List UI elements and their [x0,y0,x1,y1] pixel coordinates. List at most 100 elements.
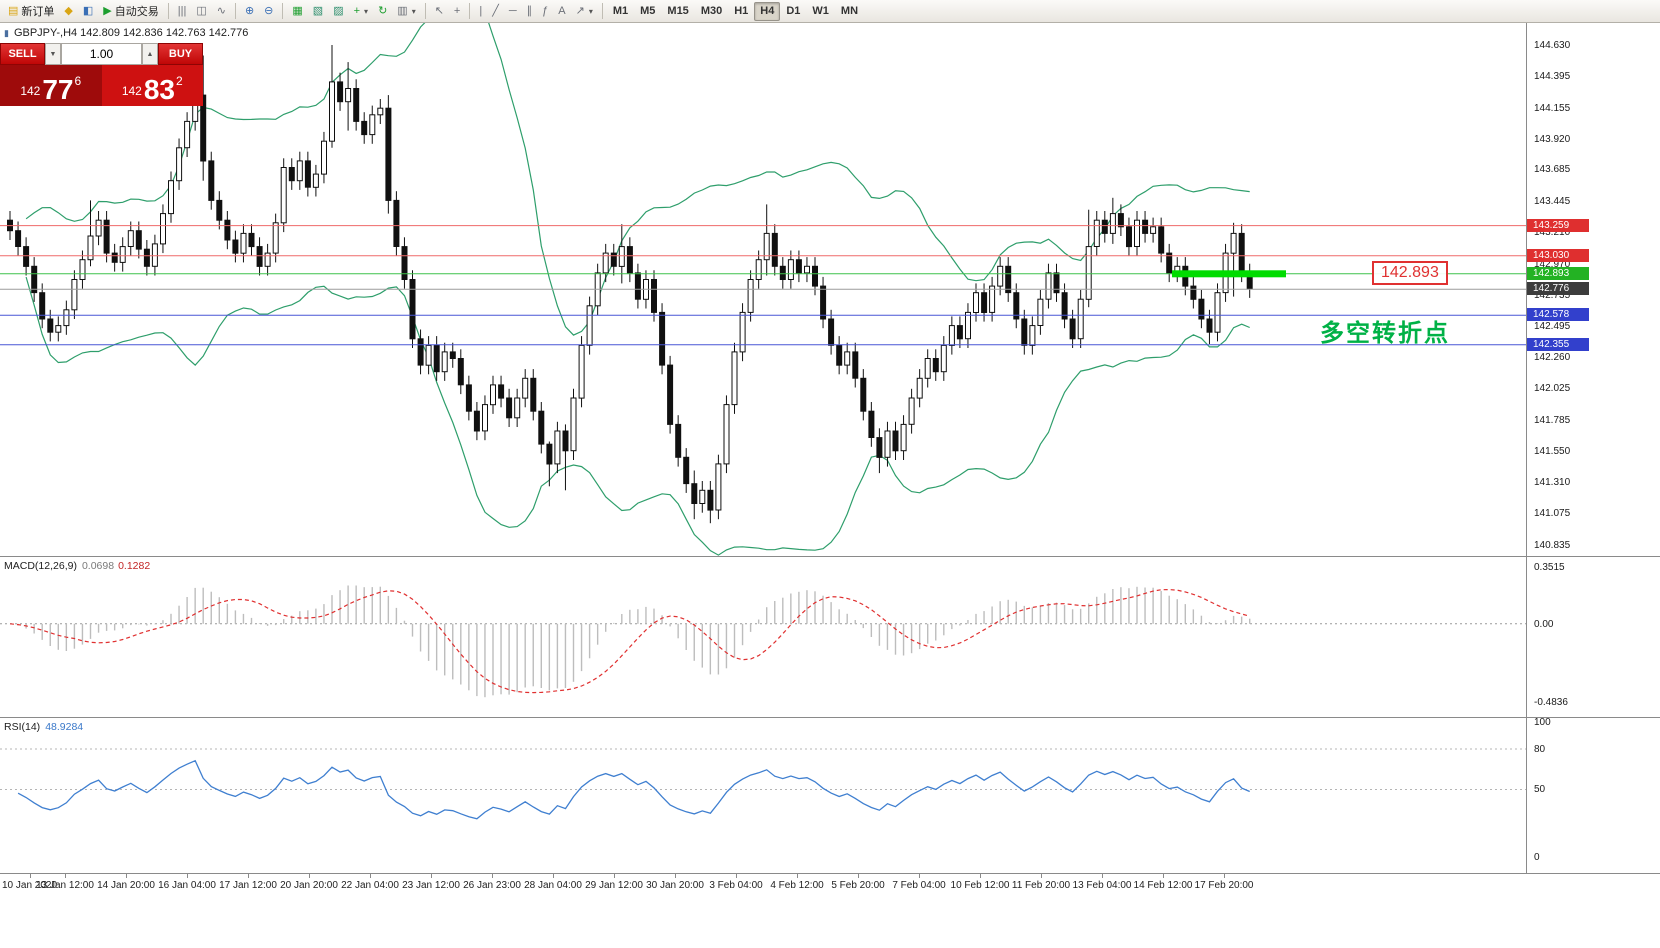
channel-tool-button[interactable]: ∥ [522,2,538,21]
crosshair-tool-button[interactable]: + [449,2,465,21]
zoom-out-button[interactable]: ⊖ [259,2,278,21]
vertical-line-tool-button[interactable]: | [474,2,487,21]
time-label: 17 Feb 20:00 [1194,880,1254,891]
time-label: 5 Feb 20:00 [831,880,885,891]
pane-separator[interactable] [0,717,1660,718]
timeframe-h4-button[interactable]: H4 [754,1,781,21]
macd-canvas[interactable] [0,557,1526,717]
price-tick-label: 142.260 [1534,352,1571,363]
candlestick-mode-button[interactable]: ◫ [191,2,211,21]
templates-icon: ▥ [397,4,408,17]
time-tick [919,874,920,878]
sell-button[interactable]: SELL [0,43,45,65]
timeframe-h1-button[interactable]: H1 [728,2,754,21]
text-tool-button[interactable]: A [553,2,570,21]
price-tick-label: 141.550 [1534,446,1571,457]
top-toolbar: ▤ 新订单 ◆ ◧ ▶ 自动交易 ||| ◫ ∿ ⊕ ⊖ ▦ ▧ ▨ + ▾ ↻… [0,0,1660,23]
zoom-in-icon: ⊕ [244,4,255,17]
timeframe-w1-button[interactable]: W1 [806,2,835,21]
market-watch-button[interactable]: ◆ [59,2,77,21]
horizontal-line-tool-button[interactable]: ─ [504,2,522,21]
timeframe-m5-button[interactable]: M5 [634,2,661,21]
time-label: 23 Jan 12:00 [402,880,460,891]
auto-trading-button[interactable]: ▶ 自动交易 [98,2,163,21]
price-tick-label: 144.395 [1534,71,1571,82]
timeframe-mn-button[interactable]: MN [835,2,864,21]
pane-separator[interactable] [0,556,1660,557]
macd-label: MACD(12,26,9) 0.0698 0.1282 [4,560,150,572]
auto-trading-label: 自动交易 [114,6,159,18]
time-axis[interactable]: 10 Jan 2020 13 Jan 12:00 14 Jan 20:00 16 Ja… [0,873,1660,902]
zoom-in-button[interactable]: ⊕ [240,2,259,21]
annotation-text[interactable]: 多空转折点 [1320,320,1450,347]
rsi-value: 48.9284 [45,721,84,733]
bar-chart-icon: ||| [177,4,187,17]
highlight-level-bar[interactable] [1172,270,1286,278]
timeframe-d1-button[interactable]: D1 [780,2,806,21]
buy-price-sup: 2 [176,74,183,88]
bollinger-lower-band [25,276,1250,556]
chart-window: 143.259 143.030 142.893 142.776 142.578 142.3… [0,23,1660,948]
price-tick-label: 144.630 [1534,40,1571,51]
vertical-line-icon: | [479,4,483,17]
time-label: 28 Jan 04:00 [524,880,582,891]
auto-refresh-button[interactable]: ↻ [373,2,392,21]
price-tick-label: 141.785 [1534,415,1571,426]
macd-axis-label: -0.4836 [1534,697,1568,708]
chart-symbol-quote: ▮ GBPJPY-,H4 142.809 142.836 142.763 142… [4,27,248,39]
time-tick [614,874,615,878]
navigator-icon: ◧ [82,4,94,17]
time-label: 13 Jan 12:00 [36,880,94,891]
trendline-tool-button[interactable]: ╱ [487,2,504,21]
toolbar-separator [424,3,426,19]
price-tick-label: 141.310 [1534,477,1571,488]
navigator-button[interactable]: ◧ [78,2,98,21]
time-tick [126,874,127,878]
text-tool-icon: A [558,4,566,17]
buy-button[interactable]: BUY [158,43,203,65]
time-tick [1163,874,1164,878]
bar-chart-mode-button[interactable]: ||| [173,2,192,21]
timeframe-m1-button[interactable]: M1 [607,2,634,21]
fibonacci-tool-button[interactable]: ƒ [537,2,553,21]
cascade-windows-icon: ▨ [333,4,344,17]
level-price-tag: 143.030 [1527,249,1589,262]
cursor-tool-button[interactable]: ↖ [430,2,449,21]
volume-down-button[interactable]: ▼ [45,43,61,65]
new-chart-button[interactable]: + ▾ [349,2,373,21]
buy-price-display[interactable]: 142 83 2 [101,65,203,106]
time-tick [1102,874,1103,878]
templates-button[interactable]: ▥ ▾ [392,2,420,21]
sell-price-display[interactable]: 142 77 6 [0,65,102,106]
refresh-icon: ↻ [378,4,388,17]
time-label: 30 Jan 20:00 [646,880,704,891]
price-chart-canvas[interactable] [0,23,1526,556]
price-tick-label: 142.735 [1534,290,1571,301]
price-tick-label: 143.920 [1534,134,1571,145]
time-label: 22 Jan 04:00 [341,880,399,891]
chart-tab-icon: ▮ [4,27,9,38]
current-price-tag: 142.776 [1527,282,1589,295]
volume-input[interactable] [61,43,142,65]
candlesticks [7,45,1253,524]
rsi-axis-label: 100 [1534,717,1551,728]
rsi-name: RSI(14) [4,721,41,733]
volume-up-button[interactable]: ▲ [142,43,158,65]
macd-signal-line [9,588,1250,694]
time-tick [1224,874,1225,878]
time-label: 20 Jan 20:00 [280,880,338,891]
tile-windows-button[interactable]: ▦ [287,2,307,21]
price-axis[interactable]: 143.259 143.030 142.893 142.776 142.578 142.3… [1526,23,1660,873]
level-price-callout[interactable]: 142.893 [1372,261,1448,285]
arrange-windows-icon: ▧ [312,4,324,17]
cascade-windows-button[interactable]: ▨ [328,2,348,21]
new-order-button[interactable]: ▤ 新订单 [3,2,59,21]
line-chart-mode-button[interactable]: ∿ [212,2,231,21]
rsi-canvas[interactable] [0,718,1526,873]
arrange-windows-button[interactable]: ▧ [308,2,328,21]
time-tick [492,874,493,878]
arrows-tool-button[interactable]: ↗ ▾ [571,2,598,21]
timeframe-m15-button[interactable]: M15 [661,2,694,21]
timeframe-m30-button[interactable]: M30 [695,2,728,21]
toolbar-separator [282,3,284,19]
